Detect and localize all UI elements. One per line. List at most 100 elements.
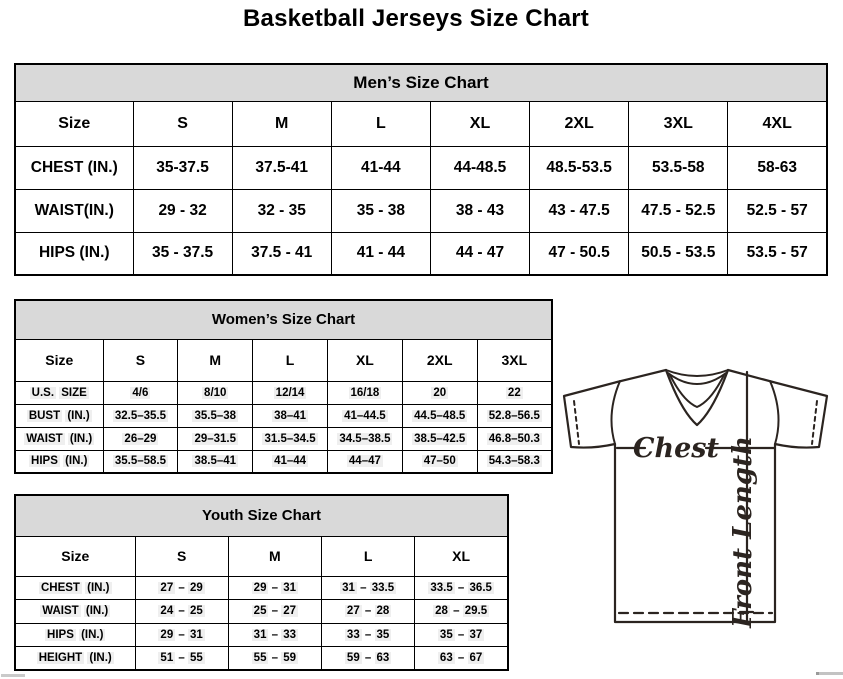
front-length-measure-label: Front Length	[728, 436, 758, 629]
table-cell: 47 - 50.5	[529, 231, 630, 276]
column-header: 3XL	[628, 100, 729, 147]
table-row: HEIGHT (IN.) 51 – 55 55 – 59 59 – 63 63 – 67	[14, 646, 509, 671]
table-cell: 58-63	[727, 145, 828, 190]
column-header: L	[330, 100, 431, 147]
table-cell: 44–47	[326, 449, 403, 474]
table-cell: 47–50	[401, 449, 478, 474]
table-row: HIPS (IN.) 29 – 31 31 – 33 33 – 35 35 – 37	[14, 622, 509, 647]
table-cell: 35 - 38	[330, 188, 431, 233]
jersey-measurement-diagram: Chest Front Length	[550, 355, 843, 645]
table-cell: 38.5–41	[177, 449, 254, 474]
row-label: HIPS (IN.)	[14, 622, 136, 647]
table-title: Women’s Size Chart	[14, 299, 553, 340]
table-cell: 26–29	[102, 426, 179, 451]
column-header: Size	[14, 100, 134, 147]
table-cell: 29 – 31	[227, 575, 323, 600]
table-cell: 29 – 31	[134, 622, 229, 647]
table-cell: 16/18	[326, 380, 403, 405]
column-header: M	[177, 338, 254, 382]
column-header: S	[132, 100, 233, 147]
table-row: WAIST (IN.) 24 – 25 25 – 27 27 – 28 28 – 29.…	[14, 599, 509, 624]
women-table-grid: Women’s Size Chart Size S M L XL 2XL 3XL U.S. SI…	[14, 299, 553, 474]
table-row: BUST (IN.) 32.5–35.5 35.5–38 38–41 41–44.5 44…	[14, 403, 553, 428]
table-cell: 41 - 44	[330, 231, 431, 276]
table-cell: 32.5–35.5	[102, 403, 179, 428]
table-cell: 50.5 - 53.5	[628, 231, 729, 276]
column-header: XL	[429, 100, 531, 147]
table-cell: 38 - 43	[429, 188, 531, 233]
table-cell: 8/10	[177, 380, 254, 405]
table-row: HIPS (IN.) 35 - 37.5 37.5 - 41 41 - 44 44 - …	[14, 231, 828, 276]
table-cell: 35.5–38	[177, 403, 254, 428]
table-cell: 31 – 33	[227, 622, 323, 647]
armhole-seam-left	[610, 380, 621, 445]
row-label: HIPS (IN.)	[14, 449, 104, 474]
table-cell: 35 – 37	[414, 622, 509, 647]
womens-size-table: Women’s Size Chart Size S M L XL 2XL 3XL U.S. SI…	[14, 299, 553, 474]
table-cell: 22	[476, 380, 553, 405]
column-header: M	[227, 535, 323, 577]
row-label: CHEST (IN.)	[14, 575, 136, 600]
row-label: HEIGHT (IN.)	[14, 646, 136, 671]
table-row: WAIST (IN.) 26–29 29–31.5 31.5–34.5 34.5–38.…	[14, 426, 553, 451]
table-cell: 35.5–58.5	[102, 449, 179, 474]
youth-size-table: Youth Size Chart Size S M L XL CHEST (IN.) 27 –…	[14, 494, 509, 671]
table-cell: 44 - 47	[429, 231, 531, 276]
table-cell: 48.5-53.5	[529, 145, 630, 190]
table-row: CHEST (IN.) 35-37.5 37.5-41 41-44 44-48.5 48.…	[14, 145, 828, 190]
chest-measure-label: Chest	[633, 433, 719, 464]
table-cell: 33 – 35	[320, 622, 416, 647]
table-cell: 41–44.5	[326, 403, 403, 428]
row-label: CHEST (IN.)	[14, 145, 134, 190]
table-cell: 12/14	[252, 380, 328, 405]
table-cell: 35 - 37.5	[132, 231, 233, 276]
table-title: Youth Size Chart	[14, 494, 509, 537]
column-header: 2XL	[529, 100, 630, 147]
table-cell: 54.3–58.3	[476, 449, 553, 474]
table-cell: 28 – 29.5	[414, 599, 509, 624]
column-header: 3XL	[476, 338, 553, 382]
vneck-edge	[664, 368, 730, 427]
collar-inner-seam	[669, 374, 725, 408]
row-label: WAIST(IN.)	[14, 188, 134, 233]
table-cell: 53.5-58	[628, 145, 729, 190]
table-cell: 20	[401, 380, 478, 405]
row-label: HIPS (IN.)	[14, 231, 134, 276]
table-row: CHEST (IN.) 27 – 29 29 – 31 31 – 33.5 33.5 –…	[14, 575, 509, 600]
table-cell: 55 – 59	[227, 646, 323, 671]
table-cell: 53.5 - 57	[727, 231, 828, 276]
table-cell: 37.5 - 41	[231, 231, 332, 276]
table-row: WAIST(IN.) 29 - 32 32 - 35 35 - 38 38 - 43 43…	[14, 188, 828, 233]
table-cell: 32 - 35	[231, 188, 332, 233]
table-cell: 35-37.5	[132, 145, 233, 190]
row-label: WAIST (IN.)	[14, 426, 104, 451]
page-fragment-left	[1, 674, 25, 677]
table-cell: 31 – 33.5	[320, 575, 416, 600]
table-cell: 24 – 25	[134, 599, 229, 624]
mens-size-table: Men’s Size Chart Size S M L XL 2XL 3XL 4XL CHEST …	[14, 63, 828, 276]
table-cell: 34.5–38.5	[326, 426, 403, 451]
table-cell: 51 – 55	[134, 646, 229, 671]
table-cell: 44.5–48.5	[401, 403, 478, 428]
column-header: 2XL	[401, 338, 478, 382]
column-header: L	[252, 338, 328, 382]
men-table-grid: Men’s Size Chart Size S M L XL 2XL 3XL 4XL CHEST …	[14, 63, 828, 276]
jersey-diagram-svg: Chest Front Length	[562, 368, 829, 629]
row-label: WAIST (IN.)	[14, 599, 136, 624]
table-cell: 38–41	[252, 403, 328, 428]
table-cell: 27 – 28	[320, 599, 416, 624]
cuff-dash-left	[573, 400, 580, 445]
page-title: Basketball Jerseys Size Chart	[243, 5, 589, 32]
youth-table-grid: Youth Size Chart Size S M L XL CHEST (IN.) 27 –…	[14, 494, 509, 671]
row-label: BUST (IN.)	[14, 403, 104, 428]
table-cell: 27 – 29	[134, 575, 229, 600]
column-header: S	[134, 535, 229, 577]
column-header: 4XL	[727, 100, 828, 147]
table-cell: 29–31.5	[177, 426, 254, 451]
column-header: S	[102, 338, 179, 382]
table-cell: 38.5–42.5	[401, 426, 478, 451]
column-header: XL	[326, 338, 403, 382]
table-cell: 52.8–56.5	[476, 403, 553, 428]
table-cell: 47.5 - 52.5	[628, 188, 729, 233]
table-row: U.S. SIZE 4/6 8/10 12/14 16/18 20 22	[14, 380, 553, 405]
